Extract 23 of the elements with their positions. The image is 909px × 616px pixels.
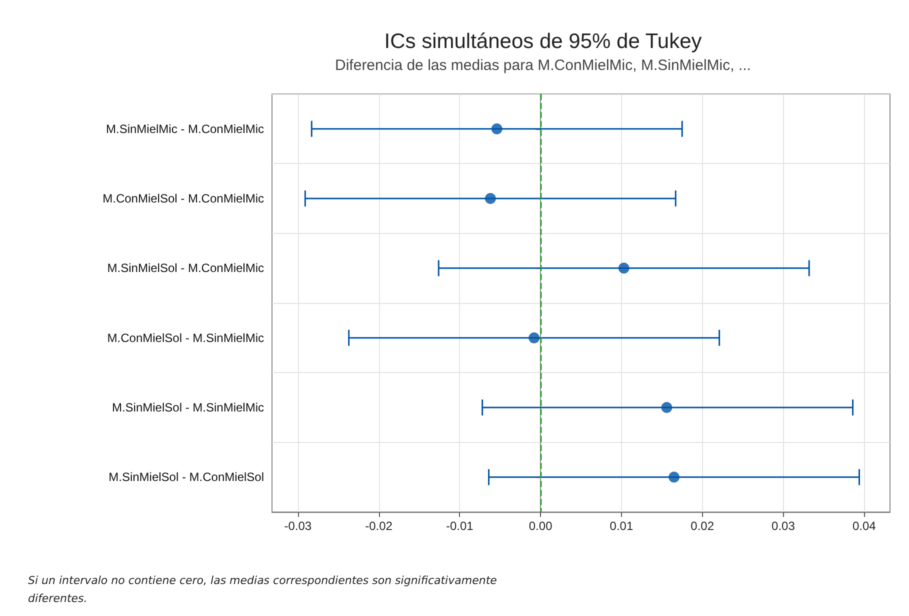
y-tick-label: M.SinMielSol - M.ConMielSol [108,470,264,484]
x-tick-label: 0.01 [610,519,634,533]
point [484,193,496,204]
point [491,123,502,134]
text: Si un intervalo no contiene cero, las medias correspondientes son significativamente diferentes. [28,573,498,607]
point [528,332,540,344]
chart-subtitle: Diferencia de las medias para M.ConMielMic, M.SinMielMic, ... [335,57,751,74]
y-tick-label: M.SinMielMic - M.ConMielMic [106,122,264,136]
y-tick-label: M.ConMielSol - M.ConMielMic [102,192,264,206]
point [661,402,672,413]
chart-title: ICs simultáneos de 95% de Tukey [384,30,702,53]
x-tick-label: -0.03 [284,519,312,533]
x-tick-label: 0.03 [772,519,796,533]
x-tick-label: 0.04 [852,519,876,533]
x-tick-label: 0.00 [528,519,553,533]
x-tick-label: -0.02 [365,519,393,533]
x-tick-label: 0.02 [690,519,714,533]
point [618,262,630,274]
point [668,472,680,483]
y-tick-label: M.ConMielSol - M.SinMielMic [107,330,264,345]
y-tick-label: M.SinMielSol - M.ConMielMic [107,261,264,276]
x-tick-label: -0.01 [446,519,474,533]
y-tick-label: M.SinMielSol - M.SinMielMic [112,400,264,414]
